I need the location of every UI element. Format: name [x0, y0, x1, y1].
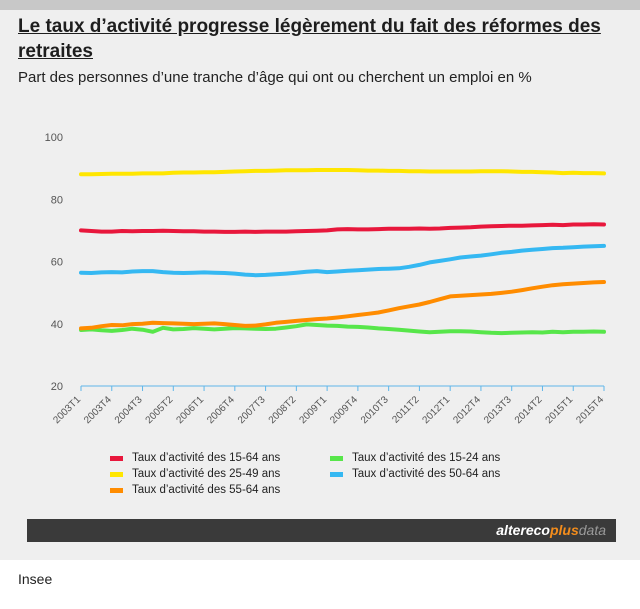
legend-swatch: [110, 472, 123, 477]
legend-swatch: [330, 472, 343, 477]
legend-entry: Taux d’activité des 15-64 ans: [132, 452, 281, 464]
y-tick-label: 100: [45, 132, 63, 144]
x-tick-label: 2008T2: [267, 394, 299, 426]
series-line: [79, 280, 606, 331]
legend-entry: Taux d’activité des 50-64 ans: [352, 468, 501, 480]
x-tick-label: 2003T4: [82, 394, 114, 426]
x-tick-label: 2012T4: [451, 394, 483, 426]
legend-entry: Taux d’activité des 15-24 ans: [352, 452, 501, 464]
x-tick-label: 2013T3: [482, 394, 514, 426]
brand-part-3: data: [578, 522, 606, 538]
legend-swatch: [110, 488, 123, 493]
brand-logo: alterecoplusdata: [496, 522, 606, 538]
chart-title: Le taux d’activité progresse légèrement …: [18, 16, 601, 62]
x-tick-label: 2014T2: [513, 394, 545, 426]
top-border: [0, 0, 640, 10]
x-tick-label: 2011T2: [390, 394, 422, 426]
chart-card: [0, 10, 640, 560]
source-label: Insee: [18, 571, 53, 587]
x-tick-label: 2010T3: [359, 394, 391, 426]
x-tick-label: 2005T2: [144, 394, 176, 426]
x-tick-label: 2003T1: [51, 394, 83, 426]
y-tick-label: 40: [51, 319, 63, 331]
x-tick-label: 2006T1: [174, 394, 206, 426]
y-tick-label: 80: [51, 194, 63, 206]
x-tick-label: 2009T4: [328, 394, 360, 426]
legend-swatch: [330, 456, 343, 461]
brand-part-2: plus: [549, 522, 579, 538]
x-tick-label: 2004T3: [113, 394, 145, 426]
brand-part-1: altereco: [496, 522, 550, 538]
series-line: [79, 243, 606, 278]
legend-entry: Taux d’activité des 55-64 ans: [132, 484, 281, 496]
chart-subtitle: Part des personnes d’une tranche d’âge q…: [18, 69, 532, 86]
y-tick-label: 20: [51, 381, 63, 393]
brand-band: alterecoplusdata: [27, 519, 616, 542]
y-tick-label: 60: [51, 257, 63, 269]
legend-entry: Taux d’activité des 25-49 ans: [132, 468, 281, 480]
x-tick-label: 2007T3: [236, 394, 268, 426]
series-line: [79, 222, 606, 234]
x-tick-label: 2012T1: [421, 394, 453, 426]
x-tick-label: 2015T1: [544, 394, 576, 426]
legend-swatch: [110, 456, 123, 461]
x-tick-label: 2009T1: [297, 394, 329, 426]
x-tick-label: 2006T4: [205, 394, 237, 426]
x-tick-label: 2015T4: [574, 394, 606, 426]
series-line: [79, 168, 606, 177]
series-line: [79, 322, 606, 336]
